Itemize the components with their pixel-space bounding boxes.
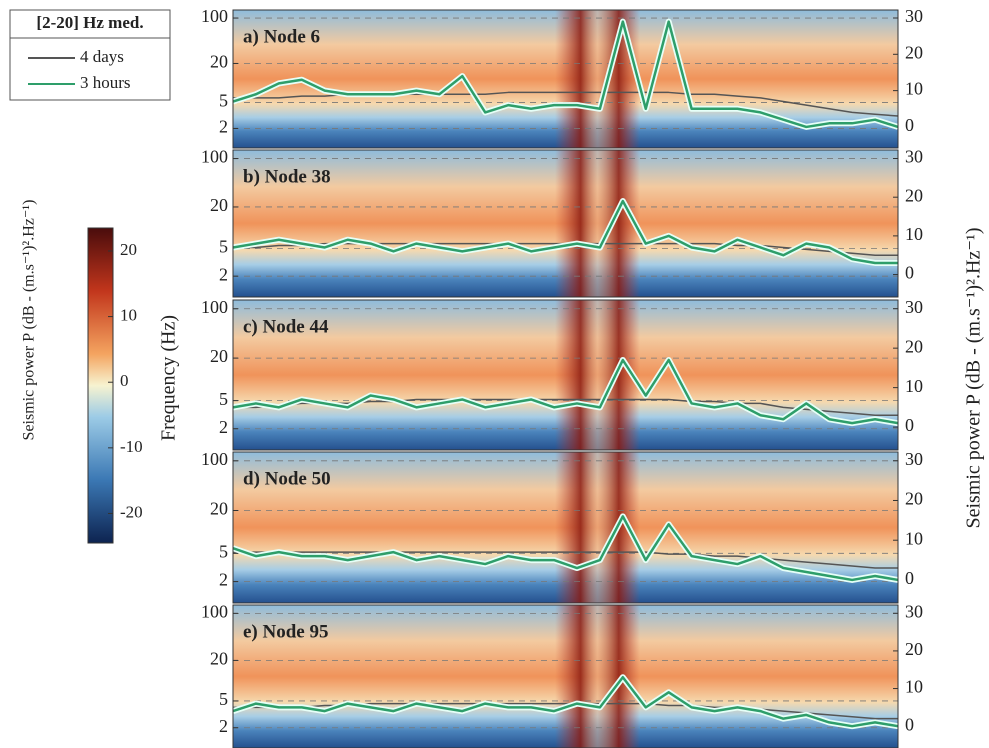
colorbar-tick-label: 0 xyxy=(120,371,129,390)
line xyxy=(232,676,899,728)
colorbar-tick-label: 10 xyxy=(120,306,137,325)
y-axis-label: Frequency (Hz) xyxy=(158,315,180,441)
y-tick-label: 2 xyxy=(219,570,228,590)
y-tick-label: 100 xyxy=(201,601,228,621)
y2-tick-label: 30 xyxy=(905,147,923,167)
y-tick-label: 5 xyxy=(219,541,228,561)
y-tick-label: 100 xyxy=(201,147,228,167)
y-tick-label: 2 xyxy=(219,117,228,137)
y2-tick-label: 20 xyxy=(905,336,923,356)
y2-tick-label: 20 xyxy=(905,42,923,62)
plot-frame xyxy=(232,604,899,748)
line xyxy=(233,398,898,417)
y2-tick-label: 0 xyxy=(905,415,914,435)
y2-axis-label: Seismic power P (dB - (m.s⁻¹)².Hz⁻¹) xyxy=(963,227,985,528)
legend-title: [2-20] Hz med. xyxy=(36,13,143,32)
y-tick-label: 5 xyxy=(219,237,228,257)
colorbar-tick-label: 20 xyxy=(120,240,137,259)
colorbar-tick-label: -20 xyxy=(120,502,143,521)
y2-tick-label: 30 xyxy=(905,297,923,317)
y-tick-label: 100 xyxy=(201,449,228,469)
y2-tick-label: 10 xyxy=(905,376,923,396)
y-tick-label: 2 xyxy=(219,716,228,736)
spectrogram-streak xyxy=(555,150,640,297)
y2-tick-label: 30 xyxy=(905,601,923,621)
y-tick-label: 100 xyxy=(201,6,228,26)
y-tick-label: 20 xyxy=(210,52,228,72)
panel-title: b) Node 38 xyxy=(243,166,331,187)
y2-tick-label: 30 xyxy=(905,6,923,26)
y2-tick-label: 20 xyxy=(905,489,923,509)
spectrogram-streak xyxy=(555,605,640,748)
y2-tick-label: 10 xyxy=(905,79,923,99)
plot-frame xyxy=(232,9,899,149)
y-tick-label: 2 xyxy=(219,417,228,437)
legend-label: 4 days xyxy=(80,47,124,66)
line xyxy=(232,20,899,129)
y2-tick-label: 0 xyxy=(905,263,914,283)
line xyxy=(232,199,898,265)
plot-frame xyxy=(232,149,899,298)
y-tick-label: 20 xyxy=(210,649,228,669)
spectrogram-streak xyxy=(555,300,640,450)
y-tick-label: 5 xyxy=(219,389,228,409)
y2-tick-label: 10 xyxy=(905,528,923,548)
y-tick-label: 20 xyxy=(210,346,228,366)
y2-tick-label: 20 xyxy=(905,185,923,205)
y-tick-label: 100 xyxy=(201,297,228,317)
y-tick-label: 5 xyxy=(219,689,228,709)
y-tick-label: 5 xyxy=(219,91,228,111)
y2-tick-label: 0 xyxy=(905,568,914,588)
line xyxy=(232,358,899,425)
panel-title: a) Node 6 xyxy=(243,26,320,47)
panel-title: d) Node 50 xyxy=(243,468,331,489)
y-tick-label: 20 xyxy=(210,499,228,519)
plot-frame xyxy=(232,451,899,604)
plot-frame xyxy=(232,299,899,451)
y2-tick-label: 10 xyxy=(905,677,923,697)
line xyxy=(233,551,898,569)
legend-label: 3 hours xyxy=(80,73,131,92)
line xyxy=(232,515,899,582)
y-tick-label: 2 xyxy=(219,264,228,284)
y2-tick-label: 30 xyxy=(905,449,923,469)
colorbar-tick-label: -10 xyxy=(120,437,143,456)
panel-title: e) Node 95 xyxy=(243,621,328,642)
panel-title: c) Node 44 xyxy=(243,316,329,337)
colorbar xyxy=(87,227,114,544)
y-tick-label: 20 xyxy=(210,195,228,215)
y2-tick-label: 0 xyxy=(905,714,914,734)
y2-tick-label: 0 xyxy=(905,115,914,135)
y2-tick-label: 20 xyxy=(905,639,923,659)
y2-tick-label: 10 xyxy=(905,224,923,244)
colorbar-label: Seismic power P (dB - (m.s⁻¹)².Hz⁻¹) xyxy=(21,200,38,441)
